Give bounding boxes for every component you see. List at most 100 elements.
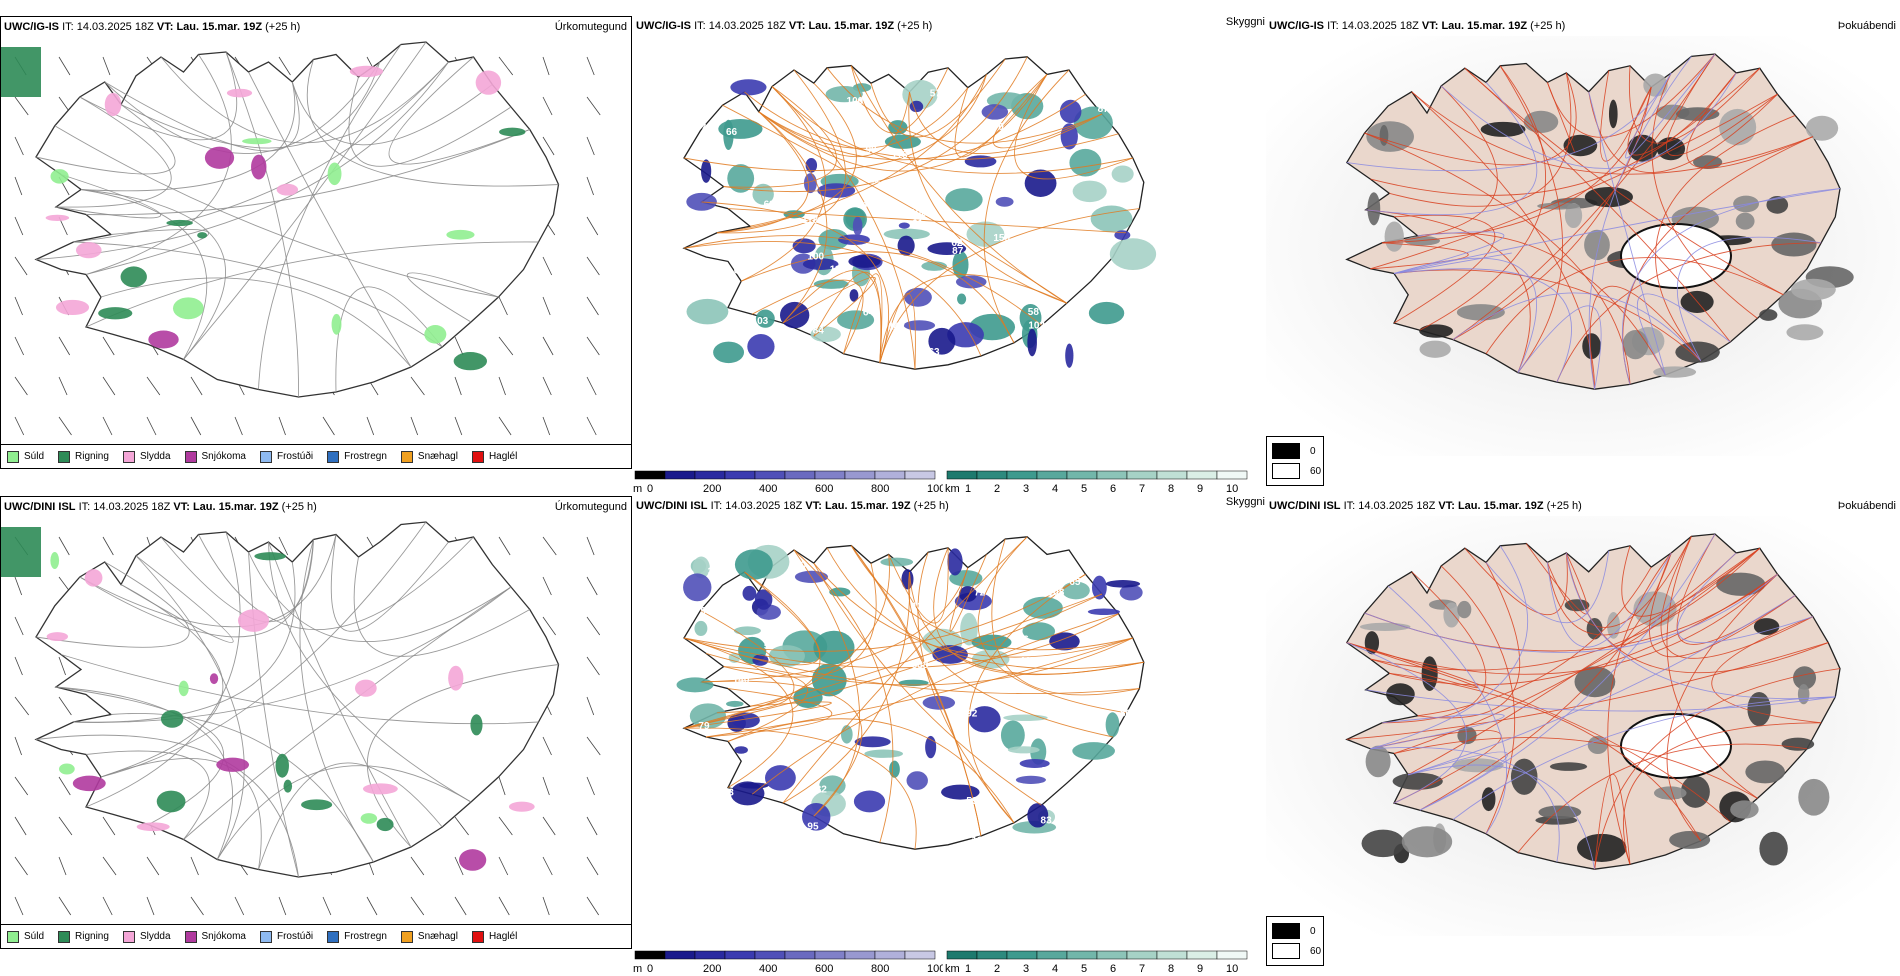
weather-patch: [1072, 742, 1115, 760]
weather-patch: [197, 232, 208, 239]
weather-patch: [120, 266, 147, 288]
legend-item: Snæhagl: [400, 450, 458, 463]
elevation-label: 92: [966, 708, 978, 719]
wind-barb: [146, 376, 161, 396]
road-line: [80, 189, 208, 360]
weather-patch: [921, 261, 948, 271]
legend-label: Slydda: [139, 931, 171, 942]
wind-barb: [542, 576, 552, 596]
elevation-label: 62: [951, 238, 963, 249]
panel-title: Úrkomutegund: [554, 501, 627, 513]
road-line: [1370, 72, 1737, 196]
elevation-label: 53: [941, 95, 953, 106]
wind-barb: [146, 416, 157, 436]
road-line: [1651, 72, 1758, 319]
weather-patch: [898, 222, 910, 229]
precip-legend: Súld Rigning Slydda Snjókoma Frostúði Frostre…: [1, 924, 631, 948]
weather-patch: [1586, 617, 1603, 640]
weather-patch: [172, 297, 204, 320]
legend-item: Súld: [7, 930, 45, 943]
legend-label: Súld: [24, 931, 45, 942]
fog-map-row2: UWC/DINI ISL IT: 14.03.2025 18Z VT: Lau.…: [1266, 496, 1900, 976]
road-line: [198, 534, 474, 630]
weather-patch: [947, 548, 963, 576]
legend-label: Haglél: [488, 931, 518, 942]
wind-barb: [410, 416, 419, 436]
wind-barb: [234, 416, 243, 436]
wind-barb: [542, 816, 556, 836]
scale-color-cell: [814, 950, 846, 960]
wind-barb: [410, 896, 425, 916]
weather-patch: [1577, 833, 1627, 862]
elevation-label: 113: [1072, 785, 1089, 796]
road-line: [749, 74, 987, 227]
scale-tick: 1: [965, 963, 971, 975]
road-line: [135, 555, 245, 860]
weather-patch: [1061, 581, 1090, 600]
weather-patch: [1366, 121, 1414, 152]
scale-color-cell: [1126, 470, 1158, 480]
weather-patch: [72, 775, 106, 792]
elevation-label: 140: [733, 675, 750, 686]
elevation-label: 83: [1041, 816, 1053, 827]
weather-patch: [1, 527, 41, 577]
wind-barb: [102, 896, 113, 916]
road-line: [1621, 545, 1761, 617]
coastline: [34, 521, 560, 878]
weather-patch: [84, 569, 103, 587]
scale-color-cell: [874, 950, 906, 960]
weather-patch: [1090, 205, 1133, 233]
elevation-label: 65: [1048, 153, 1060, 164]
road-line: [793, 549, 860, 817]
wind-barb: [146, 896, 155, 916]
wind-barb: [542, 776, 550, 796]
road-line: [35, 104, 176, 175]
weather-patch: [453, 352, 487, 371]
road-line: [1393, 257, 1537, 373]
road-line: [782, 269, 882, 363]
wind-barb: [542, 96, 553, 116]
weather-patch: [927, 242, 967, 256]
weather-patch: [1384, 221, 1404, 252]
wind-barb: [586, 816, 598, 836]
scale-color-cell: [1216, 950, 1248, 960]
weather-patch: [1069, 148, 1102, 177]
elevation-label: 100: [847, 96, 864, 107]
legend-item: Snjókoma: [184, 930, 246, 943]
weather-patch: [1392, 772, 1443, 790]
weather-patch: [508, 801, 535, 812]
wind-barb: [102, 856, 117, 876]
weather-patch: [1, 47, 41, 97]
road-line: [723, 563, 877, 678]
weather-patch: [819, 775, 846, 796]
wind-barb: [454, 896, 467, 916]
wind-barb: [102, 816, 116, 836]
wind-barb: [14, 176, 23, 196]
scale-color-cell: [724, 950, 756, 960]
weather-patch: [754, 589, 773, 610]
wind-barb: [58, 816, 73, 836]
road-line: [1588, 91, 1666, 376]
road-line: [1393, 547, 1761, 754]
weather-patch: [676, 677, 714, 693]
elevation-label: 110: [830, 265, 847, 276]
weather-patch: [901, 569, 914, 590]
road-line: [268, 541, 412, 848]
scale-tick: 0: [647, 963, 653, 975]
road-line: [1485, 550, 1610, 623]
road-line: [1556, 242, 1822, 383]
weather-patch: [1797, 683, 1810, 705]
weather-patch: [1421, 656, 1438, 691]
weather-patch: [995, 196, 1014, 207]
road-line: [723, 56, 1028, 193]
weather-patch: [1443, 602, 1460, 628]
wind-barb: [454, 816, 469, 836]
road-line: [700, 610, 795, 714]
road-line: [1419, 552, 1672, 811]
weather-patch: [354, 679, 377, 697]
road-line: [813, 562, 1042, 806]
panel-title: Þokuábendi: [1837, 20, 1896, 32]
map-header: UWC/IG-IS IT: 14.03.2025 18Z VT: Lau. 15…: [4, 21, 301, 33]
elevation-label: 65: [1090, 629, 1102, 640]
visibility-map-row1: 70 62 96 68 87 118 53 32 97 110 70 61 58 63 67 103 100 64…: [633, 16, 1265, 496]
